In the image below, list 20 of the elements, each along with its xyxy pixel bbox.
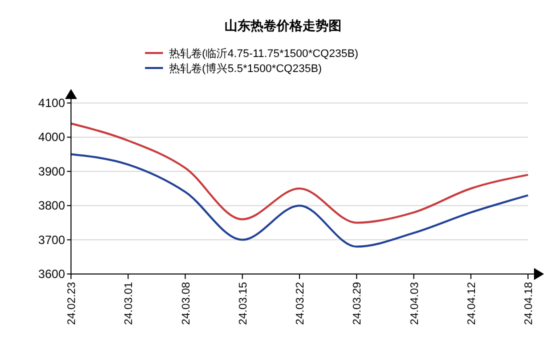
- line-series: [70, 153, 529, 248]
- legend-label: 热轧卷(博兴5.5*1500*CQ235B): [169, 62, 322, 75]
- y-tick-label: 4100: [38, 96, 66, 110]
- y-tick-label: 3600: [38, 267, 66, 281]
- x-tick-label: 24.03.15: [237, 282, 250, 325]
- y-tick-label: 3900: [38, 164, 66, 178]
- line-series: [70, 122, 529, 224]
- chart-title: 山东热卷价格走势图: [224, 18, 342, 33]
- x-tick-label: 24.03.22: [294, 282, 306, 325]
- x-tick-label: 24.03.29: [352, 282, 364, 325]
- y-tick-label: 4000: [38, 130, 66, 144]
- y-tick-label: 3800: [38, 198, 66, 213]
- x-tick-label: 24.03.01: [123, 282, 136, 325]
- x-tick-label: 24.04.03: [408, 282, 421, 325]
- legend-label: 热轧卷(临沂4.75-11.75*1500*CQ235B): [169, 47, 358, 60]
- x-tick-label: 24.02.23: [66, 282, 78, 325]
- y-tick-label: 3700: [38, 232, 66, 247]
- x-tick-label: 24.04.18: [523, 282, 535, 325]
- x-tick-label: 24.03.08: [180, 282, 192, 325]
- x-tick-label: 24.04.12: [466, 282, 478, 325]
